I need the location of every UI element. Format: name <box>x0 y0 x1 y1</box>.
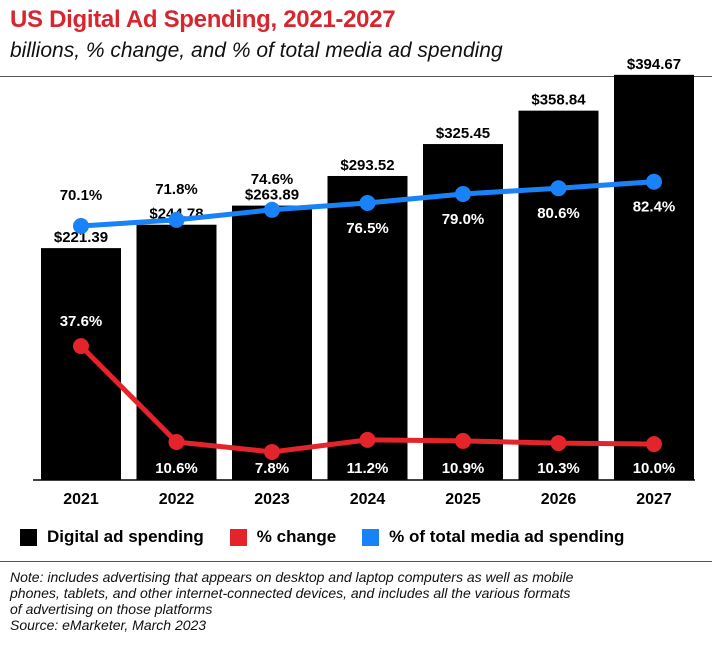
bar <box>232 205 312 481</box>
legend-item-pct-total-media: % of total media ad spending <box>362 527 624 547</box>
pct-total-media-point <box>264 201 280 218</box>
pct-total-media-point <box>359 194 376 211</box>
legend-label-digital-ad-spending: Digital ad spending <box>47 527 204 546</box>
pct-change-label: 7.8% <box>255 460 289 477</box>
source-line: Source: eMarketer, March 2023 <box>10 617 207 633</box>
bar-value-label: $221.39 <box>54 229 108 246</box>
legend-item-pct-change: % change <box>229 527 337 547</box>
pct-total-media-point <box>73 218 89 234</box>
bar <box>614 74 694 480</box>
legend-swatch-pct-change <box>229 528 247 546</box>
pct-total-media-label: 74.6% <box>251 171 294 188</box>
pct-change-label: 10.9% <box>442 460 485 477</box>
footnote: Note: includes advertising that appears … <box>10 569 705 633</box>
pct-total-media-label: 82.4% <box>633 199 676 216</box>
legend-item-digital-ad-spending: Digital ad spending <box>20 527 204 547</box>
bar-value-label: $358.84 <box>531 92 586 109</box>
pct-total-media-label: 79.0% <box>442 211 485 228</box>
pct-change-point <box>455 432 471 449</box>
pct-change-label: 11.2% <box>347 460 389 477</box>
pct-change-label: 10.0% <box>633 460 676 477</box>
legend-label-pct-change: % change <box>256 527 337 546</box>
pct-total-media-point <box>646 173 662 190</box>
bar-value-label: $394.67 <box>627 56 681 73</box>
chart-title: US Digital Ad Spending, 2021-2027 <box>10 6 396 33</box>
note-line: Note: includes advertising that appears … <box>10 569 574 585</box>
bar-value-label: $325.45 <box>436 125 490 142</box>
x-tick-label: 2026 <box>541 491 577 508</box>
pct-total-media-point <box>550 180 567 197</box>
x-tick-label: 2022 <box>159 491 195 508</box>
legend: Digital ad spending % change % of total … <box>20 526 650 548</box>
pct-change-point <box>646 436 662 453</box>
pct-change-point <box>359 431 376 448</box>
footer-divider <box>0 561 712 562</box>
pct-total-media-point <box>455 185 471 202</box>
bar-value-label: $263.89 <box>245 187 299 204</box>
x-tick-label: 2025 <box>445 491 481 508</box>
bar <box>41 248 121 480</box>
x-tick-label: 2024 <box>350 491 386 508</box>
bar <box>518 110 599 480</box>
x-tick-label: 2023 <box>254 491 290 508</box>
pct-change-point <box>550 435 567 452</box>
pct-change-label: 10.3% <box>537 460 580 477</box>
pct-total-media-point <box>168 211 185 228</box>
header-divider <box>0 76 712 77</box>
note-line: of advertising on those platforms <box>10 601 213 617</box>
pct-change-point <box>264 443 280 460</box>
chart-area: $221.39$244.78$263.89$293.52$325.45$358.… <box>33 56 695 508</box>
legend-label-pct-total-media: % of total media ad spending <box>389 527 625 546</box>
pct-change-label: 37.6% <box>60 313 103 330</box>
pct-change-point <box>73 338 89 355</box>
pct-total-media-label: 80.6% <box>537 205 580 222</box>
pct-change-label: 10.6% <box>155 460 198 477</box>
legend-swatch-digital-ad-spending <box>20 528 37 546</box>
pct-change-point <box>168 434 185 450</box>
x-tick-label: 2021 <box>63 491 99 508</box>
bar <box>327 175 408 481</box>
pct-total-media-label: 71.8% <box>155 181 198 198</box>
x-tick-label: 2027 <box>636 491 672 508</box>
legend-swatch-pct-total-media <box>362 528 380 546</box>
pct-total-media-label: 76.5% <box>346 220 389 237</box>
pct-total-media-label: 70.1% <box>60 187 103 204</box>
bar-value-label: $293.52 <box>340 157 394 174</box>
chart-subtitle: billions, % change, and % of total media… <box>10 39 503 62</box>
note-line: phones, tablets, and other internet-conn… <box>10 585 571 601</box>
